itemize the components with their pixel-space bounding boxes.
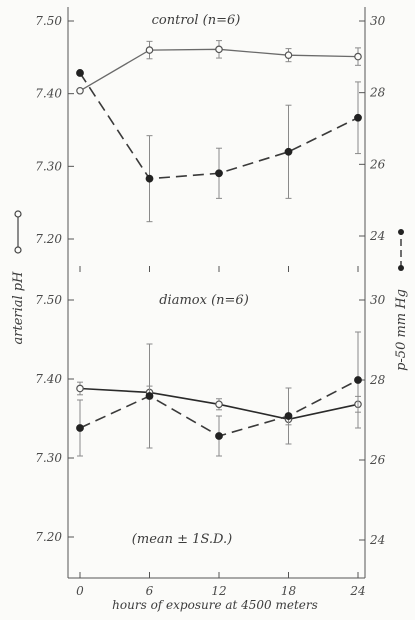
p50-point: [284, 412, 293, 420]
panel-top-title: control (n=6): [152, 13, 241, 28]
ph-point: [76, 384, 84, 393]
ph-point: [215, 400, 223, 409]
ph-point: [145, 46, 154, 54]
ph-point: [354, 52, 362, 61]
y-right-tick-label: 30: [370, 14, 386, 28]
panel-bottom-note: (mean ± 1S.D.): [132, 532, 232, 547]
y-right-tick-label: 28: [369, 373, 386, 387]
panel-top-frame: [67, 7, 366, 272]
p50-point: [354, 376, 362, 384]
p50-point: [76, 69, 84, 77]
y-right-tick-label: 26: [369, 453, 386, 467]
y-right-tick-label: 24: [369, 533, 385, 547]
p50-point: [215, 169, 223, 178]
x-tick-label: 12: [211, 584, 226, 598]
y-left-tick-label: 7.30: [35, 159, 62, 173]
ph-point: [284, 51, 293, 59]
y-left-tick-label: 7.40: [35, 87, 62, 101]
p50-point: [76, 424, 84, 432]
y-right-tick-label: 26: [369, 157, 386, 171]
y-right-tick-label: 28: [369, 86, 386, 100]
legend-left-open-marker: [14, 246, 22, 254]
x-tick-label: 18: [281, 584, 297, 598]
ph-point: [215, 45, 223, 54]
y-left-tick-label: 7.50: [35, 293, 62, 307]
p50-point: [145, 174, 154, 183]
x-axis-label: hours of exposure at 4500 meters: [112, 598, 318, 612]
y-axis-left-label: arterial pH: [11, 271, 26, 345]
y-left-tick-label: 7.50: [35, 14, 62, 28]
x-tick-label: 24: [349, 584, 365, 598]
y-left-tick-label: 7.20: [35, 232, 62, 246]
y-axis-right-legend: [398, 229, 404, 271]
y-left-tick-label: 7.30: [35, 451, 62, 465]
legend-right-filled-marker: [398, 265, 404, 271]
y-axis-left-legend: [14, 210, 22, 254]
y-right-tick-label: 30: [370, 293, 386, 307]
panel-bottom-frame: [67, 262, 366, 579]
y-right-tick-label: 24: [369, 229, 385, 243]
y-axis-right-label: p-50 mm Hg: [394, 289, 409, 371]
ph-point: [76, 86, 84, 95]
p50-point: [354, 113, 362, 122]
tick-layer: 7.50 7.40 7.30 7.20 30 28 26 24 7.50 7.40 7.30 7.20…: [35, 14, 385, 598]
panel-bottom-title: diamox (n=6): [159, 293, 249, 308]
mark-layer: [76, 40, 362, 457]
y-left-tick-label: 7.20: [35, 530, 62, 544]
p50-point: [215, 432, 223, 440]
p50-point: [284, 147, 293, 156]
x-tick-label: 0: [76, 584, 84, 598]
legend-right-filled-marker-2: [398, 229, 404, 235]
legend-left-open-marker-2: [14, 210, 22, 218]
y-left-tick-label: 7.40: [35, 372, 62, 386]
p50-point: [145, 392, 154, 400]
x-tick-label: 6: [146, 584, 154, 598]
